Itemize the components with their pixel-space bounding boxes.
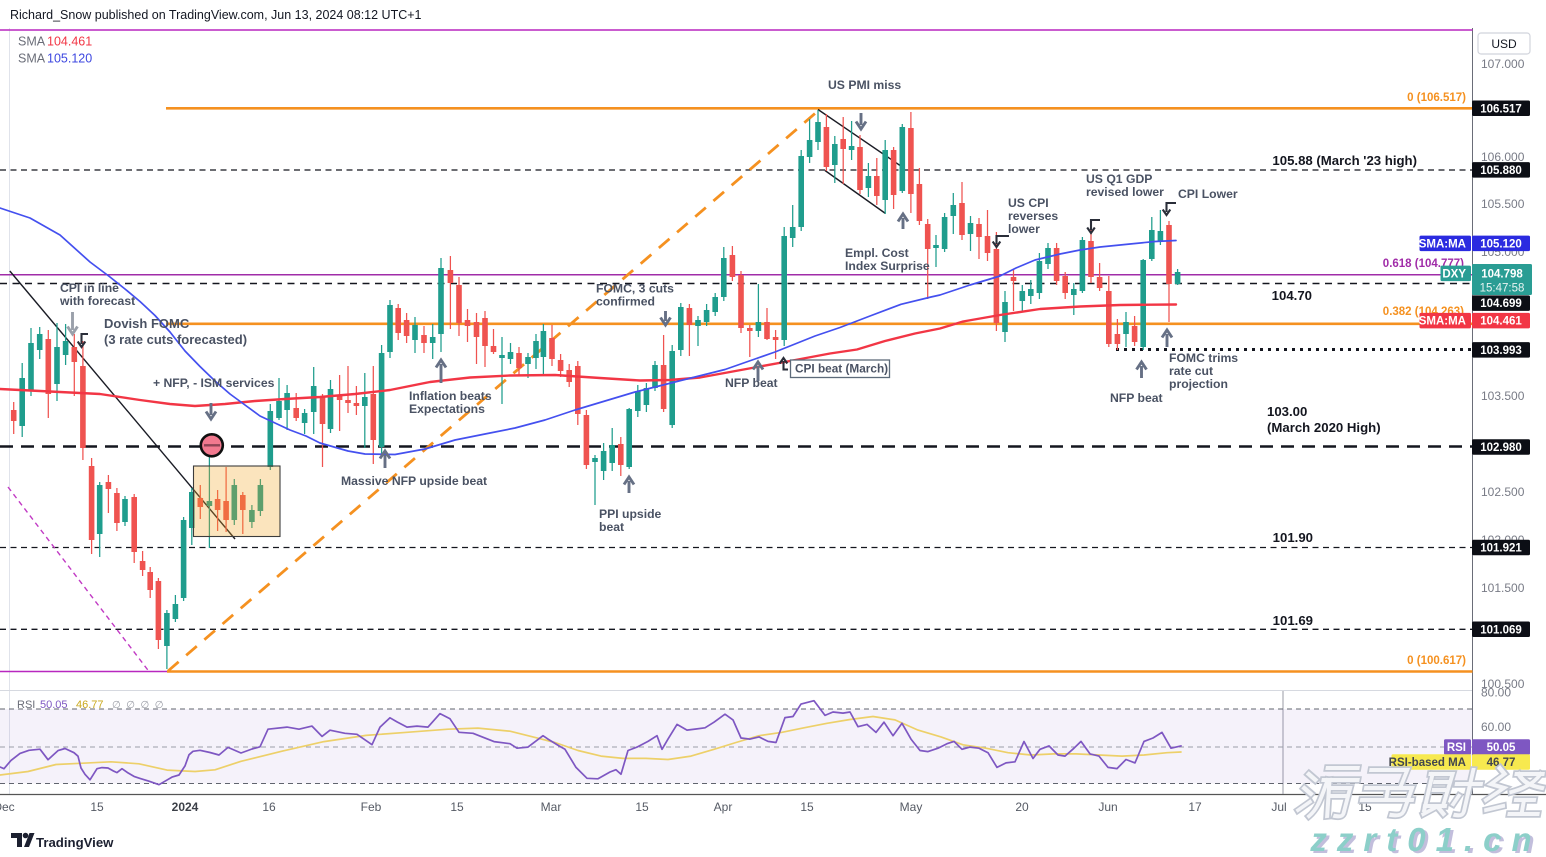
svg-text:101.90: 101.90 <box>1273 530 1313 545</box>
svg-text:105.120: 105.120 <box>1480 238 1522 250</box>
svg-text:Expectations: Expectations <box>409 402 485 416</box>
svg-text:106.517: 106.517 <box>1480 103 1522 115</box>
svg-text:DXY: DXY <box>1442 268 1466 280</box>
svg-text:Jun: Jun <box>1098 800 1117 814</box>
svg-text:SMA:MA: SMA:MA <box>1419 238 1466 250</box>
svg-text:May: May <box>900 800 923 814</box>
svg-text:15:47:58: 15:47:58 <box>1480 283 1525 295</box>
svg-text:RSI: RSI <box>1447 742 1466 754</box>
svg-text:50.05: 50.05 <box>1487 742 1516 754</box>
svg-text:101.69: 101.69 <box>1273 613 1313 628</box>
svg-text:Inflation beats: Inflation beats <box>409 389 492 403</box>
svg-text:SMA: SMA <box>18 52 46 66</box>
svg-text:SMA: SMA <box>18 35 46 49</box>
svg-text:NFP beat: NFP beat <box>1110 391 1163 405</box>
svg-text:Jul: Jul <box>1271 800 1286 814</box>
svg-text:104.461: 104.461 <box>1480 316 1522 328</box>
svg-text:103.993: 103.993 <box>1480 345 1522 357</box>
svg-text:SMA:MA: SMA:MA <box>1419 316 1466 328</box>
svg-text:FOMC trims: FOMC trims <box>1169 351 1238 365</box>
svg-text:USD: USD <box>1491 37 1517 51</box>
svg-text:15: 15 <box>90 800 104 814</box>
svg-text:16: 16 <box>262 800 276 814</box>
svg-text:RSI-based MA: RSI-based MA <box>1389 757 1466 769</box>
svg-text:2024: 2024 <box>172 800 199 814</box>
svg-text:US CPI: US CPI <box>1008 196 1049 210</box>
svg-text:beat: beat <box>599 520 624 534</box>
svg-text:PPI upside: PPI upside <box>599 507 662 521</box>
svg-text:46.77: 46.77 <box>1487 757 1516 769</box>
svg-text:105.88 (March '23 high): 105.88 (March '23 high) <box>1272 153 1417 168</box>
svg-text:CPI beat (March): CPI beat (March) <box>795 362 888 376</box>
svg-text:102.980: 102.980 <box>1480 442 1522 454</box>
svg-text:0 (100.617): 0 (100.617) <box>1407 655 1466 667</box>
svg-text:rate cut: rate cut <box>1169 364 1213 378</box>
svg-text:106.000: 106.000 <box>1481 150 1525 164</box>
svg-text:lower: lower <box>1008 222 1040 236</box>
svg-text:TradingView: TradingView <box>36 835 114 850</box>
svg-text:zzrt01.cn: zzrt01.cn <box>1309 821 1541 857</box>
svg-text:105.880: 105.880 <box>1480 165 1522 177</box>
svg-text:104.461: 104.461 <box>47 35 92 49</box>
svg-text:104.699: 104.699 <box>1480 298 1522 310</box>
svg-text:Empl. Cost: Empl. Cost <box>845 246 909 260</box>
svg-text:15: 15 <box>800 800 814 814</box>
svg-text:projection: projection <box>1169 377 1228 391</box>
svg-text:FOMC, 3 cuts: FOMC, 3 cuts <box>596 282 674 296</box>
svg-text:Dec: Dec <box>0 800 15 814</box>
svg-text:(March 2020 High): (March 2020 High) <box>1267 420 1381 435</box>
svg-text:107.000: 107.000 <box>1481 57 1525 71</box>
svg-text:20: 20 <box>1015 800 1029 814</box>
svg-text:101.500: 101.500 <box>1481 581 1525 595</box>
svg-text:reverses: reverses <box>1008 209 1058 223</box>
svg-text:confirmed: confirmed <box>596 295 655 309</box>
svg-text:103.500: 103.500 <box>1481 389 1525 403</box>
svg-text:Dovish FOMC: Dovish FOMC <box>104 316 190 331</box>
svg-text:15: 15 <box>635 800 649 814</box>
svg-text:50.05: 50.05 <box>40 699 68 711</box>
svg-text:17: 17 <box>1188 800 1202 814</box>
svg-text:Massive NFP upside beat: Massive NFP upside beat <box>341 474 487 488</box>
svg-text:Feb: Feb <box>361 800 382 814</box>
svg-text:US PMI miss: US PMI miss <box>828 78 901 92</box>
svg-text:80.00: 80.00 <box>1481 686 1511 700</box>
svg-text:Apr: Apr <box>714 800 733 814</box>
svg-text:Index Surprise: Index Surprise <box>845 259 930 273</box>
svg-text:15: 15 <box>450 800 464 814</box>
svg-text:RSI: RSI <box>17 699 35 711</box>
svg-text:Richard_Snow published on Trad: Richard_Snow published on TradingView.co… <box>10 8 422 22</box>
svg-text:zzrt01.cn: zzrt01.cn <box>1312 823 1544 857</box>
svg-text:101.921: 101.921 <box>1480 543 1522 555</box>
svg-text:104.798: 104.798 <box>1481 269 1523 281</box>
svg-text:104.70: 104.70 <box>1272 288 1312 303</box>
svg-text:102.500: 102.500 <box>1481 485 1525 499</box>
svg-text:105.120: 105.120 <box>47 52 92 66</box>
svg-text:+ NFP, - ISM services: + NFP, - ISM services <box>153 376 275 390</box>
svg-text:46.77: 46.77 <box>76 699 104 711</box>
svg-text:CPI in line: CPI in line <box>60 281 119 295</box>
svg-text:US Q1 GDP: US Q1 GDP <box>1086 172 1152 186</box>
svg-text:revised lower: revised lower <box>1086 185 1164 199</box>
svg-text:CPI Lower: CPI Lower <box>1178 187 1238 201</box>
svg-text:NFP beat: NFP beat <box>725 376 778 390</box>
svg-text:101.069: 101.069 <box>1480 624 1522 636</box>
svg-text:with forecast: with forecast <box>59 294 135 308</box>
svg-text:103.00: 103.00 <box>1267 404 1307 419</box>
svg-text:(3 rate cuts forecasted): (3 rate cuts forecasted) <box>104 332 247 347</box>
svg-text:Mar: Mar <box>541 800 562 814</box>
svg-text:0 (106.517): 0 (106.517) <box>1407 92 1466 104</box>
svg-text:60.00: 60.00 <box>1481 720 1511 734</box>
svg-text:105.500: 105.500 <box>1481 197 1525 211</box>
svg-text:100.500: 100.500 <box>1481 677 1525 691</box>
svg-text:∅ ∅ ∅ ∅: ∅ ∅ ∅ ∅ <box>112 700 164 711</box>
